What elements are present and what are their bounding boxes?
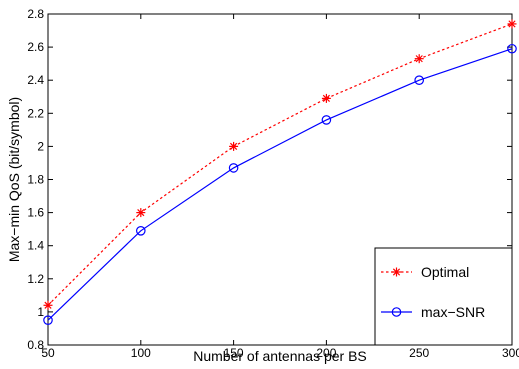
asterisk-stroke — [415, 55, 423, 63]
y-tick-label: 2.8 — [27, 7, 44, 21]
asterisk-stroke — [392, 268, 401, 276]
x-tick-label: 50 — [41, 346, 55, 360]
series-point-optimal — [43, 300, 53, 310]
y-tick-label: 2.6 — [27, 40, 44, 54]
x-tick-label: 250 — [409, 346, 429, 360]
y-tick-label: 1.2 — [27, 272, 44, 286]
x-tick-label: 100 — [131, 346, 151, 360]
series-point-optimal — [507, 19, 517, 29]
x-axis-label: Number of antennas per BS — [193, 348, 367, 364]
y-axis-label: Max−min QoS (bit/symbol) — [6, 97, 22, 262]
asterisk-stroke — [44, 301, 52, 309]
series-point-max-snr — [228, 163, 239, 173]
y-tick-label: 1.6 — [27, 206, 44, 220]
series-line-optimal — [47, 23, 513, 306]
legend-marker-optimal — [392, 267, 401, 277]
asterisk-stroke — [322, 94, 331, 103]
series-point-max-snr — [414, 75, 424, 85]
series-point-max-snr — [507, 43, 517, 54]
y-tick-label: 2.4 — [27, 73, 44, 87]
y-tick-label: 0.8 — [27, 338, 44, 352]
series-point-max-snr — [136, 226, 146, 236]
legend-label-max-snr: max−SNR — [421, 304, 485, 320]
asterisk-stroke — [229, 142, 238, 151]
x-tick-label: 200 — [316, 346, 336, 360]
series-point-optimal — [229, 141, 239, 151]
series-point-optimal — [136, 208, 146, 218]
legend: Optimal max−SNR — [374, 247, 513, 346]
legend-marker-max-snr — [391, 307, 402, 317]
y-tick-label: 2.2 — [27, 106, 44, 120]
y-tick-label: 1.4 — [27, 239, 44, 253]
legend-label-optimal: Optimal — [421, 264, 469, 280]
x-tick-label: 300 — [502, 346, 519, 360]
series-point-optimal — [321, 93, 331, 103]
y-tick-label: 1 — [37, 305, 44, 319]
series-point-max-snr — [321, 115, 332, 125]
y-axis-ticks: 0.8 1 1.2 1.4 1.6 1.8 2 2.2 2.4 2.6 2.8 — [27, 7, 512, 352]
series-line-max-snr — [47, 48, 513, 321]
series-layer — [43, 19, 517, 325]
asterisk-stroke — [137, 208, 145, 217]
series-point-max-snr — [43, 315, 53, 325]
y-tick-label: 2 — [37, 139, 44, 153]
x-tick-label: 150 — [224, 346, 244, 360]
asterisk-stroke — [508, 20, 516, 28]
y-tick-label: 1.8 — [27, 173, 44, 187]
legend-box — [374, 247, 513, 346]
series-point-optimal — [414, 54, 424, 64]
